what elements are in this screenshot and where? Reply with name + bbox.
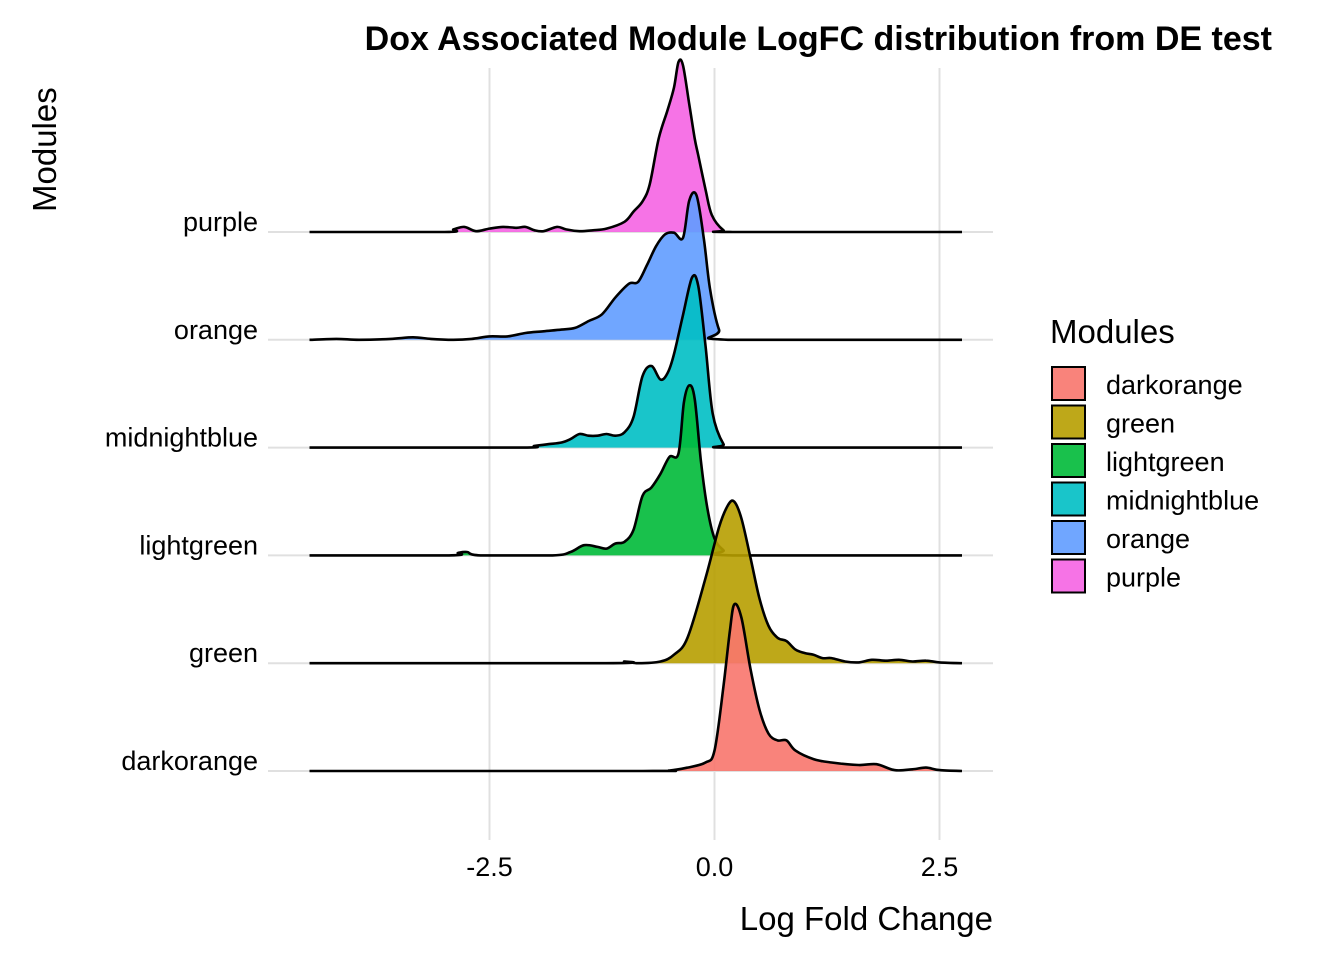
x-tick-label: 0.0 [696,852,734,882]
legend-swatch [1051,558,1086,594]
x-tick-labels: -2.5 0.0 2.5 [466,852,958,882]
ridge-fill-orange [309,192,962,340]
ridge-fill-darkorange [309,603,962,771]
y-tick-label: purple [183,207,258,237]
legend-swatch [1051,366,1086,401]
legend-swatch [1051,481,1086,517]
ridge-outline-purple [309,58,962,234]
ridge-outline-darkorange [309,602,963,773]
legend-title: Modules [1050,313,1175,350]
ridge-lightgreen [309,384,962,557]
ridge-outline-orange [309,191,962,342]
ridge-fill-purple [309,59,962,233]
legend-swatch [1051,404,1086,440]
ridge-outline-green [309,499,963,665]
y-tick-label: lightgreen [139,530,258,560]
x-tick-label: -2.5 [466,852,513,882]
ridge-outline-lightgreen [309,384,962,557]
ridge-green [309,499,963,665]
legend-label: orange [1106,524,1190,554]
x-axis-title: Log Fold Change [740,900,993,937]
legend-label: darkorange [1106,370,1243,400]
x-tick-label: 2.5 [921,852,959,882]
ridge-midnightblue [309,273,962,449]
legend-swatch [1051,443,1086,478]
ridge-orange [309,191,962,342]
y-tick-label: green [189,638,258,668]
ridge-plot-area [309,58,963,773]
legend: Modules darkorange green lightgreen midnigh… [1050,313,1259,594]
chart-title: Dox Associated Module LogFC distribution… [365,20,1272,58]
ridge-darkorange [309,602,963,773]
legend-label: green [1106,409,1175,439]
ridge-purple [309,58,962,234]
legend-label: lightgreen [1106,447,1225,477]
y-tick-label: darkorange [121,746,258,776]
y-tick-label: orange [174,315,258,345]
y-tick-label: midnightblue [105,423,258,453]
grid-lines [268,68,993,840]
legend-swatch [1051,520,1086,555]
legend-label: purple [1106,563,1181,593]
y-tick-labels: darkorange green lightgreen midnightblue ora… [105,207,258,776]
legend-label: midnightblue [1106,486,1259,516]
y-axis-title: Modules [26,87,63,212]
ridge-outline-midnightblue [309,273,962,449]
